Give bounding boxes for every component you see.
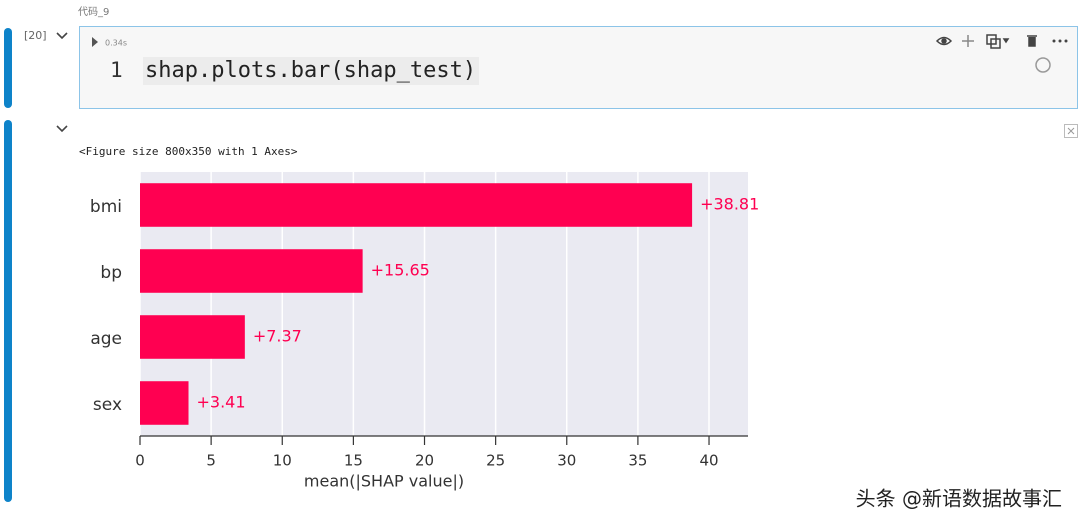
y-tick-label: bmi [90, 197, 122, 217]
dot [1064, 39, 1068, 43]
watermark: 头条 @新语数据故事汇 [856, 487, 1062, 511]
y-tick-label: age [90, 329, 122, 349]
y-tick-label: bp [100, 263, 122, 283]
run-time: 0.34s [105, 39, 127, 48]
output-bar [4, 120, 12, 502]
cell-active-bar [4, 28, 12, 108]
collapse-toggle[interactable] [56, 32, 68, 40]
x-tick-label: 0 [135, 452, 145, 470]
x-tick-label: 30 [557, 452, 576, 470]
cell-toolbar [935, 34, 1051, 73]
x-tick-label: 20 [415, 452, 434, 470]
bar [140, 249, 363, 293]
value-label: +15.65 [371, 261, 430, 280]
cell-label: 代码_9 [78, 6, 109, 18]
clear-output-x [1067, 127, 1075, 135]
value-label: +38.81 [700, 195, 759, 214]
cell-status-icon[interactable] [1035, 57, 1051, 73]
run-button[interactable] [92, 37, 98, 47]
eye-pupil [941, 38, 947, 44]
clear-output[interactable] [1064, 124, 1078, 138]
value-label: +3.41 [197, 393, 246, 412]
code-text[interactable]: shap.plots.bar(shap_test) [145, 58, 476, 83]
x-tick-label: 5 [206, 452, 216, 470]
line-number: 1 [110, 58, 123, 82]
execution-count: [20] [24, 29, 47, 42]
output-text: <Figure size 800x350 with 1 Axes> [79, 145, 298, 158]
code-highlight [143, 57, 479, 85]
bar [140, 381, 189, 425]
copy-dropdown[interactable] [1002, 38, 1010, 44]
dot [1058, 39, 1062, 43]
output-toggle[interactable] [56, 125, 68, 133]
add-icon[interactable] [962, 35, 974, 47]
x-tick-label: 35 [628, 452, 647, 470]
bar [140, 315, 245, 359]
more-icon[interactable] [1052, 39, 1068, 43]
x-axis-label: mean(|SHAP value|) [304, 472, 464, 491]
x-tick-label: 15 [344, 452, 363, 470]
bar [140, 183, 693, 227]
delete-icon[interactable] [1027, 35, 1037, 47]
x-tick-label: 10 [273, 452, 292, 470]
dot [1052, 39, 1056, 43]
chart: 0 5 10 15 20 25 30 35 40 mean(|SHAP value|) bmi +38… [90, 172, 759, 491]
x-tick-label: 40 [699, 452, 718, 470]
x-tick-label: 25 [486, 452, 505, 470]
y-tick-label: sex [93, 395, 122, 415]
eye-icon[interactable] [935, 36, 953, 46]
value-label: +7.37 [253, 327, 302, 346]
copy-icon-back [990, 38, 1001, 49]
